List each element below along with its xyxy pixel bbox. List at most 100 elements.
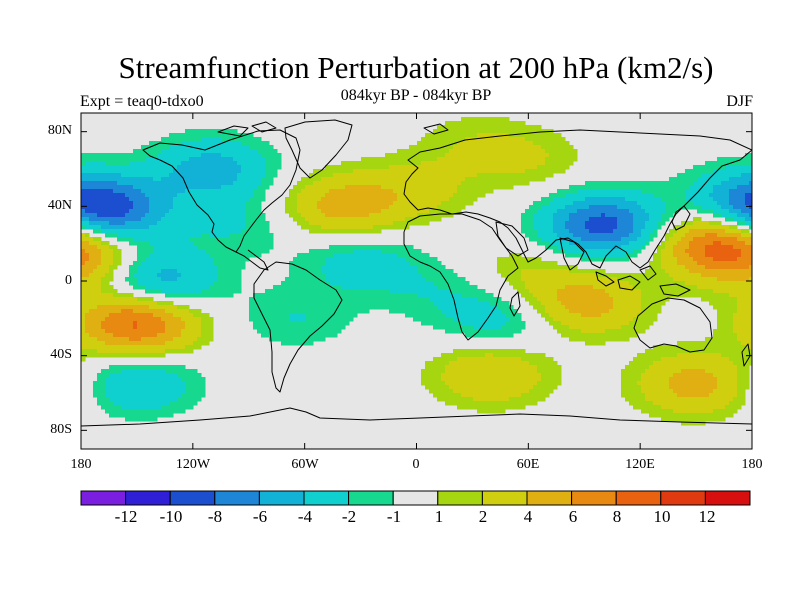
contour-cell [421, 277, 426, 282]
contour-cell [613, 193, 618, 198]
contour-cell [141, 169, 146, 174]
contour-cell [477, 149, 482, 154]
contour-cell [365, 173, 370, 178]
contour-cell [185, 281, 190, 286]
contour-cell [629, 253, 634, 258]
contour-cell [289, 273, 294, 278]
contour-cell [261, 193, 266, 198]
contour-cell [257, 161, 262, 166]
contour-cell [461, 169, 466, 174]
contour-cell [565, 197, 570, 202]
contour-cell [553, 281, 558, 286]
contour-cell [713, 185, 718, 190]
contour-cell [421, 177, 426, 182]
contour-cell [417, 149, 422, 154]
contour-cell [237, 189, 242, 194]
contour-cell [357, 285, 362, 290]
contour-cell [621, 233, 626, 238]
contour-cell [605, 249, 610, 254]
contour-cell [237, 285, 242, 290]
contour-cell [197, 137, 202, 142]
contour-cell [89, 217, 94, 222]
contour-cell [133, 209, 138, 214]
contour-cell [233, 165, 238, 170]
contour-cell [249, 241, 254, 246]
contour-cell [589, 181, 594, 186]
contour-cell [749, 165, 752, 170]
contour-cell [221, 141, 226, 146]
contour-cell [265, 165, 270, 170]
contour-cell [653, 197, 658, 202]
contour-cell [629, 193, 634, 198]
contour-cell [685, 181, 690, 186]
contour-cell [701, 273, 706, 278]
contour-cell [625, 189, 630, 194]
contour-cell [221, 257, 226, 262]
contour-cell [197, 253, 202, 258]
contour-cell [209, 193, 214, 198]
contour-cell [93, 277, 98, 282]
contour-cell [677, 237, 682, 242]
contour-cell [389, 161, 394, 166]
contour-cell [581, 233, 586, 238]
contour-cell [745, 165, 750, 170]
contour-cell [81, 173, 86, 178]
contour-cell [525, 141, 530, 146]
contour-cell [493, 165, 498, 170]
contour-cell [377, 181, 382, 186]
contour-cell [377, 173, 382, 178]
contour-cell [357, 269, 362, 274]
contour-cell [213, 149, 218, 154]
contour-cell [81, 245, 86, 250]
contour-cell [189, 185, 194, 190]
contour-cell [401, 281, 406, 286]
contour-cell [477, 193, 482, 198]
contour-cell [257, 197, 262, 202]
contour-cell [149, 141, 154, 146]
contour-cell [241, 145, 246, 150]
contour-cell [345, 269, 350, 274]
contour-cell [185, 257, 190, 262]
contour-cell [697, 257, 702, 262]
contour-cell [177, 285, 182, 290]
contour-cell [209, 209, 214, 214]
contour-cell [581, 289, 586, 294]
contour-cell [529, 285, 534, 290]
contour-cell [617, 241, 622, 246]
contour-cell [405, 169, 410, 174]
contour-cell [217, 181, 222, 186]
contour-cell [337, 205, 342, 210]
contour-cell [661, 245, 666, 250]
contour-cell [525, 229, 530, 234]
contour-cell [157, 169, 162, 174]
contour-cell [401, 209, 406, 214]
contour-cell [701, 237, 706, 242]
contour-cell [149, 269, 154, 274]
contour-cell [369, 217, 374, 222]
contour-cell [597, 205, 602, 210]
contour-cell [377, 257, 382, 262]
contour-cell [441, 205, 446, 210]
contour-cell [545, 269, 550, 274]
contour-cell [717, 205, 722, 210]
map-plot-area [80, 112, 753, 450]
contour-cell [345, 273, 350, 278]
contour-cell [213, 221, 218, 226]
contour-cell [501, 129, 506, 134]
contour-cell [529, 261, 534, 266]
contour-cell [405, 153, 410, 158]
contour-cell [225, 141, 230, 146]
contour-cell [293, 289, 298, 294]
contour-cell [633, 217, 638, 222]
contour-cell [661, 277, 666, 282]
contour-cell [109, 269, 114, 274]
contour-cell [257, 217, 262, 222]
contour-cell [545, 225, 550, 230]
contour-cell [749, 189, 752, 194]
contour-cell [293, 193, 298, 198]
contour-cell [325, 213, 330, 218]
contour-cell [577, 209, 582, 214]
contour-cell [733, 289, 738, 294]
contour-cell [373, 217, 378, 222]
contour-cell [641, 273, 646, 278]
